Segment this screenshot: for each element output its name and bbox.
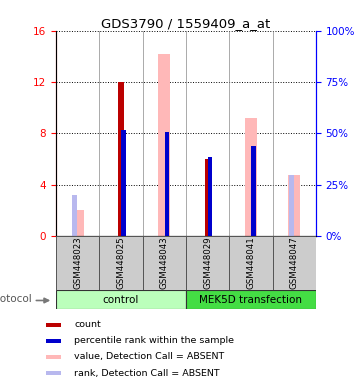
Text: count: count [74, 320, 101, 329]
Bar [288, 174, 300, 236]
Bar [229, 236, 273, 290]
Text: GSM448025: GSM448025 [117, 237, 125, 290]
Bar [251, 146, 256, 153]
Bar [208, 157, 212, 164]
Bar [71, 210, 84, 236]
Text: GSM448023: GSM448023 [73, 237, 82, 290]
Bar [121, 129, 126, 236]
Bar [165, 132, 169, 236]
Text: MEK5D transfection: MEK5D transfection [199, 295, 303, 305]
Bar [118, 82, 124, 236]
Text: GSM448041: GSM448041 [247, 237, 255, 290]
Text: GSM448047: GSM448047 [290, 237, 299, 290]
Bar [273, 236, 316, 290]
Bar [45, 323, 61, 327]
Bar [45, 339, 61, 343]
Bar [245, 118, 257, 236]
Bar [186, 290, 316, 309]
Bar [165, 132, 169, 139]
Text: protocol: protocol [0, 293, 32, 304]
Bar [208, 157, 212, 236]
Text: GSM448029: GSM448029 [203, 237, 212, 290]
Text: value, Detection Call = ABSENT: value, Detection Call = ABSENT [74, 352, 225, 361]
Bar [45, 371, 61, 375]
Bar [121, 129, 126, 137]
Title: GDS3790 / 1559409_a_at: GDS3790 / 1559409_a_at [101, 17, 270, 30]
Text: control: control [103, 295, 139, 305]
Text: percentile rank within the sample: percentile rank within the sample [74, 336, 234, 345]
Bar [288, 174, 294, 236]
Text: GSM448043: GSM448043 [160, 237, 169, 290]
Bar [205, 159, 210, 236]
Bar [72, 195, 77, 236]
Text: rank, Detection Call = ABSENT: rank, Detection Call = ABSENT [74, 369, 220, 378]
Bar [56, 236, 99, 290]
Bar [56, 290, 186, 309]
Bar [158, 54, 170, 236]
Bar [186, 236, 229, 290]
Bar [251, 146, 256, 236]
Bar [45, 355, 61, 359]
Bar [143, 236, 186, 290]
Bar [99, 236, 143, 290]
